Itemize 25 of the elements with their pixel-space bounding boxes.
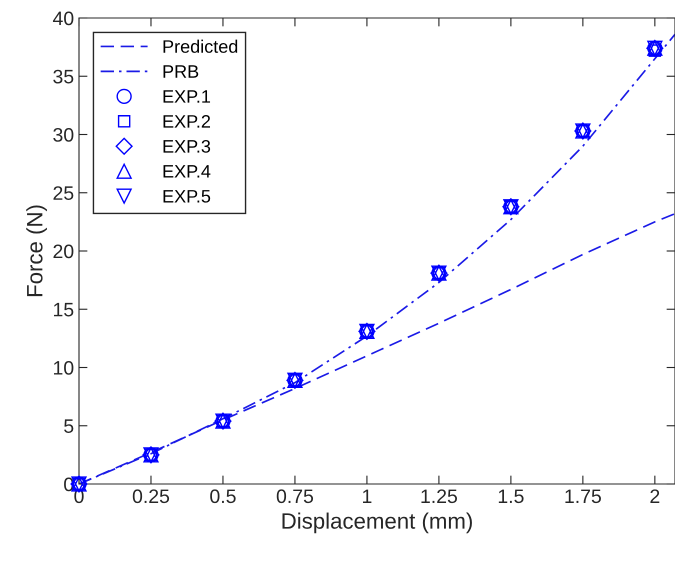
x-tick-label: 0.25 bbox=[132, 489, 170, 504]
x-tick-label: 0.5 bbox=[210, 489, 236, 504]
y-tick-label: 10 bbox=[54, 360, 74, 375]
y-tick-label: 40 bbox=[52, 11, 74, 26]
x-tick-label: 1.25 bbox=[421, 489, 458, 504]
legend-label: EXP.2 bbox=[164, 115, 210, 128]
y-tick-label: 20 bbox=[53, 244, 74, 258]
legend-label: EXP.1 bbox=[164, 90, 210, 103]
y-axis-title: Force (N) bbox=[26, 205, 47, 296]
x-tick-label: 1.75 bbox=[565, 490, 601, 504]
y-tick-label: 25 bbox=[53, 186, 74, 200]
x-tick-label: 0.75 bbox=[276, 489, 314, 504]
legend-label: EXP.4 bbox=[164, 165, 210, 178]
legend-label: EXP.5 bbox=[164, 190, 210, 203]
y-tick-label: 35 bbox=[53, 70, 74, 84]
x-tick-label: 2 bbox=[650, 489, 660, 503]
y-tick-label: 15 bbox=[54, 302, 74, 316]
legend-label: PRB bbox=[164, 65, 198, 78]
x-tick-label: 1.5 bbox=[498, 490, 524, 504]
y-tick-label: 30 bbox=[53, 128, 74, 142]
legend-label: EXP.3 bbox=[164, 140, 210, 153]
x-axis-title: Displacement (mm) bbox=[282, 512, 472, 534]
y-tick-label: 5 bbox=[64, 419, 74, 433]
legend-label: Predicted bbox=[164, 40, 238, 53]
x-tick-label: 1 bbox=[363, 490, 372, 503]
